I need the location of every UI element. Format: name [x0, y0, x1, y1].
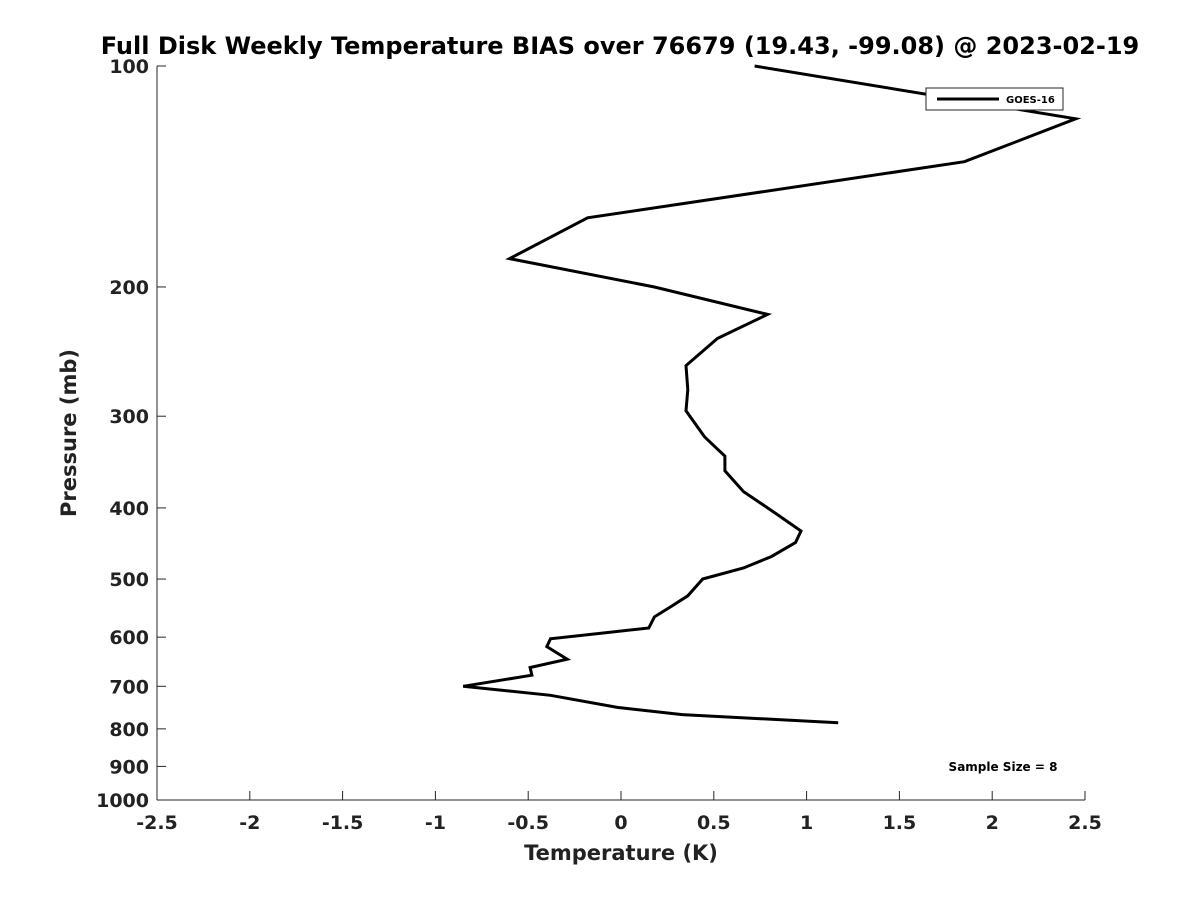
x-tick-label: 1.5: [883, 812, 917, 834]
sample-size-annotation: Sample Size = 8: [949, 760, 1058, 774]
x-tick-label: 0.5: [697, 812, 731, 834]
x-tick-label: 1: [800, 812, 813, 834]
legend-label-goes-16: GOES-16: [1006, 95, 1055, 106]
y-axis-ticks: 100 200 300 400 500 600 700 800 900 1000: [96, 56, 166, 812]
y-tick-label: 400: [109, 498, 149, 520]
y-tick-label: 500: [109, 569, 149, 591]
y-tick-label: 900: [109, 756, 149, 778]
x-tick-label: -1.5: [322, 812, 364, 834]
y-tick-label: 600: [109, 627, 149, 649]
y-tick-label: 100: [109, 56, 149, 78]
y-axis-label: Pressure (mb): [57, 349, 81, 517]
y-tick-label: 300: [109, 406, 149, 428]
y-tick-label: 1000: [96, 790, 149, 812]
x-axis-ticks: -2.5 -2 -1.5 -1 -0.5 0 0.5 1 1.5 2 2.5: [136, 791, 1102, 834]
x-tick-label: -2: [239, 812, 260, 834]
x-tick-label: 2.5: [1068, 812, 1102, 834]
plot-area: [157, 66, 1085, 800]
x-axis-label: Temperature (K): [524, 841, 718, 865]
y-tick-label: 700: [109, 676, 149, 698]
x-tick-label: 0: [614, 812, 627, 834]
x-tick-label: -1: [425, 812, 446, 834]
chart-title: Full Disk Weekly Temperature BIAS over 7…: [101, 32, 1140, 60]
series-layer: [462, 64, 1082, 725]
x-tick-label: -2.5: [136, 812, 178, 834]
y-tick-label: 800: [109, 719, 149, 741]
legend: GOES-16: [925, 87, 1064, 111]
x-tick-label: -0.5: [507, 812, 549, 834]
y-tick-label: 200: [109, 277, 149, 299]
x-tick-label: 2: [986, 812, 999, 834]
series-line-goes-16: [462, 64, 1082, 725]
